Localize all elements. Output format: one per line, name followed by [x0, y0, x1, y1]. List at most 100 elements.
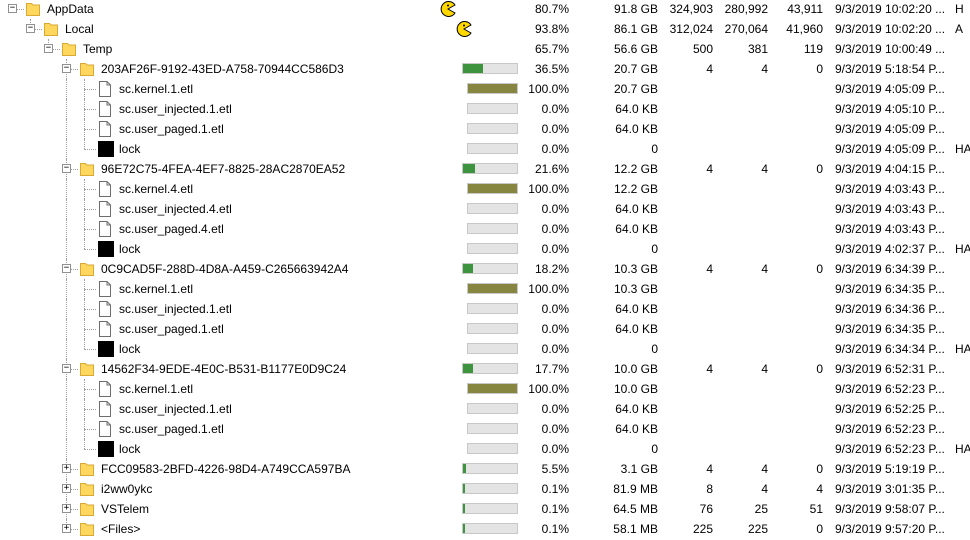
item-name[interactable]: i2ww0ykc — [101, 482, 153, 496]
tree-row[interactable]: + VSTelem 0.1% 64.5 MB 76 25 51 9/3/2019 9:58:0… — [0, 499, 970, 519]
tree-row[interactable]: sc.user_paged.4.etl 0.0% 64.0 KB 9/3/2019 4… — [0, 219, 970, 239]
tree-row[interactable]: lock 0.0% 0 9/3/2019 4:02:37 P... HA — [0, 239, 970, 259]
item-name[interactable]: sc.user_injected.1.etl — [119, 102, 232, 116]
modified-cell: 9/3/2019 4:03:43 P... — [835, 202, 945, 216]
collapse-toggle[interactable]: − — [44, 43, 53, 53]
item-name[interactable]: sc.user_injected.1.etl — [119, 302, 232, 316]
lock-icon — [98, 141, 114, 157]
expand-toggle[interactable]: + — [62, 483, 71, 493]
tree-row[interactable]: lock 0.0% 0 9/3/2019 6:34:34 P... HA — [0, 339, 970, 359]
modified-cell: 9/3/2019 4:04:15 P... — [835, 162, 945, 176]
modified-cell: 9/3/2019 6:52:23 P... — [835, 442, 945, 456]
tree-row[interactable]: sc.user_paged.1.etl 0.0% 64.0 KB 9/3/2019 6… — [0, 419, 970, 439]
tree-row[interactable]: + <Files> 0.1% 58.1 MB 225 225 0 9/3/2019 9:57:… — [0, 519, 970, 539]
percent-cell: 0.0% — [541, 402, 569, 416]
tree-guide-line — [84, 149, 96, 150]
size-cell: 64.0 KB — [615, 302, 658, 316]
item-name[interactable]: sc.kernel.1.etl — [119, 82, 194, 96]
item-name[interactable]: sc.user_paged.1.etl — [119, 322, 224, 336]
tree-row[interactable]: sc.user_injected.4.etl 0.0% 64.0 KB 9/3/201… — [0, 199, 970, 219]
item-name[interactable]: Local — [65, 22, 94, 36]
item-name[interactable]: sc.user_paged.1.etl — [119, 422, 224, 436]
subdirs-cell: 0 — [816, 522, 823, 536]
collapse-toggle[interactable]: − — [26, 23, 35, 33]
tree-row[interactable]: − 14562F34-9EDE-4E0C-B531-B1177E0D9C24 17.… — [0, 359, 970, 379]
tree-row[interactable]: sc.kernel.1.etl 100.0% 10.0 GB 9/3/2019 6:5… — [0, 379, 970, 399]
subdirs-cell: 51 — [809, 502, 823, 516]
item-name[interactable]: <Files> — [101, 522, 141, 536]
tree-row[interactable]: − Temp 65.7% 56.6 GB 500 381 119 9/3/2019 10:00… — [0, 39, 970, 59]
tree-row[interactable]: sc.kernel.1.etl 100.0% 10.3 GB 9/3/2019 6:3… — [0, 279, 970, 299]
item-name[interactable]: VSTelem — [101, 502, 150, 516]
files-cell: 4 — [761, 262, 768, 276]
tree-row[interactable]: + i2ww0ykc 0.1% 81.9 MB 8 4 4 9/3/2019 3:01:35 … — [0, 479, 970, 499]
item-name[interactable]: lock — [119, 442, 141, 456]
percent-bar — [467, 303, 518, 314]
items-cell: 225 — [692, 522, 713, 536]
collapse-toggle[interactable]: − — [62, 63, 71, 73]
tree-row[interactable]: + FCC09583-2BFD-4226-98D4-A749CCA597BA 5.5… — [0, 459, 970, 479]
item-name[interactable]: sc.kernel.1.etl — [119, 382, 194, 396]
tree-row[interactable]: − 0C9CAD5F-288D-4D8A-A459-C265663942A4 18.… — [0, 259, 970, 279]
size-cell: 64.0 KB — [615, 102, 658, 116]
item-name[interactable]: FCC09583-2BFD-4226-98D4-A749CCA597BA — [101, 462, 351, 476]
item-name[interactable]: lock — [119, 242, 141, 256]
tree-guide-line — [84, 189, 96, 190]
expand-toggle[interactable]: + — [62, 463, 71, 473]
tree-row[interactable]: − 203AF26F-9192-43ED-A758-70944CC586D3 36.… — [0, 59, 970, 79]
item-name[interactable]: sc.kernel.4.etl — [119, 182, 194, 196]
item-name[interactable]: 203AF26F-9192-43ED-A758-70944CC586D3 — [101, 62, 344, 76]
files-cell: 4 — [761, 62, 768, 76]
files-cell: 270,064 — [724, 22, 768, 36]
item-name[interactable]: Temp — [83, 42, 113, 56]
tree-row[interactable]: − Local 93.8% 86.1 GB 312,024 270,064 41,960 9/… — [0, 19, 970, 39]
tree-row[interactable]: sc.user_paged.1.etl 0.0% 64.0 KB 9/3/2019 6… — [0, 319, 970, 339]
tree-row[interactable]: lock 0.0% 0 9/3/2019 4:05:09 P... HA — [0, 139, 970, 159]
item-name[interactable]: sc.user_paged.4.etl — [119, 222, 224, 236]
tree-guide-line — [66, 79, 67, 99]
tree-row[interactable]: − 96E72C75-4FEA-4EF7-8825-28AC2870EA52 21.… — [0, 159, 970, 179]
item-name[interactable]: sc.kernel.1.etl — [119, 282, 194, 296]
tree-row[interactable]: sc.kernel.4.etl 100.0% 12.2 GB 9/3/2019 4:0… — [0, 179, 970, 199]
tree-row[interactable]: − AppData 80.7% 91.8 GB 324,903 280,992 43,911… — [0, 0, 970, 19]
item-name[interactable]: sc.user_injected.1.etl — [119, 402, 232, 416]
subdirs-cell: 0 — [816, 362, 823, 376]
modified-cell: 9/3/2019 6:34:34 P... — [835, 342, 945, 356]
item-name[interactable]: 96E72C75-4FEA-4EF7-8825-28AC2870EA52 — [101, 162, 346, 176]
folder-icon — [80, 361, 94, 377]
tree-guide-line — [66, 509, 78, 510]
files-cell: 25 — [754, 502, 768, 516]
item-name[interactable]: 14562F34-9EDE-4E0C-B531-B1177E0D9C24 — [101, 362, 347, 376]
tree-guide-line — [66, 299, 67, 319]
percent-bar — [467, 443, 518, 454]
item-name[interactable]: lock — [119, 342, 141, 356]
item-name[interactable]: lock — [119, 142, 141, 156]
tree-row[interactable]: sc.user_paged.1.etl 0.0% 64.0 KB 9/3/2019 4… — [0, 119, 970, 139]
collapse-toggle[interactable]: − — [62, 263, 71, 273]
size-cell: 64.0 KB — [615, 202, 658, 216]
collapse-toggle[interactable]: − — [62, 363, 71, 373]
modified-cell: 9/3/2019 6:52:31 P... — [835, 362, 945, 376]
tree-row[interactable]: lock 0.0% 0 9/3/2019 6:52:23 P... HA — [0, 439, 970, 459]
tree-row[interactable]: sc.user_injected.1.etl 0.0% 64.0 KB 9/3/201… — [0, 399, 970, 419]
subdirs-cell: 0 — [816, 262, 823, 276]
tree-row[interactable]: sc.user_injected.1.etl 0.0% 64.0 KB 9/3/201… — [0, 99, 970, 119]
collapse-toggle[interactable]: − — [8, 3, 17, 13]
expand-toggle[interactable]: + — [62, 503, 71, 513]
collapse-toggle[interactable]: − — [62, 163, 71, 173]
subdirs-cell: 0 — [816, 62, 823, 76]
item-name[interactable]: 0C9CAD5F-288D-4D8A-A459-C265663942A4 — [101, 262, 349, 276]
item-name[interactable]: AppData — [47, 2, 94, 16]
item-name[interactable]: sc.user_injected.4.etl — [119, 202, 232, 216]
tree-row[interactable]: sc.user_injected.1.etl 0.0% 64.0 KB 9/3/201… — [0, 299, 970, 319]
file-icon — [98, 181, 112, 197]
tree-guide-line — [66, 469, 78, 470]
tree-guide-line — [30, 29, 42, 30]
folder-icon — [44, 21, 58, 37]
item-name[interactable]: sc.user_paged.1.etl — [119, 122, 224, 136]
tree-guide-line — [66, 119, 67, 139]
size-cell: 64.5 MB — [613, 502, 658, 516]
modified-cell: 9/3/2019 9:57:20 P... — [835, 522, 945, 536]
tree-row[interactable]: sc.kernel.1.etl 100.0% 20.7 GB 9/3/2019 4:0… — [0, 79, 970, 99]
tree-guide-line — [84, 209, 96, 210]
